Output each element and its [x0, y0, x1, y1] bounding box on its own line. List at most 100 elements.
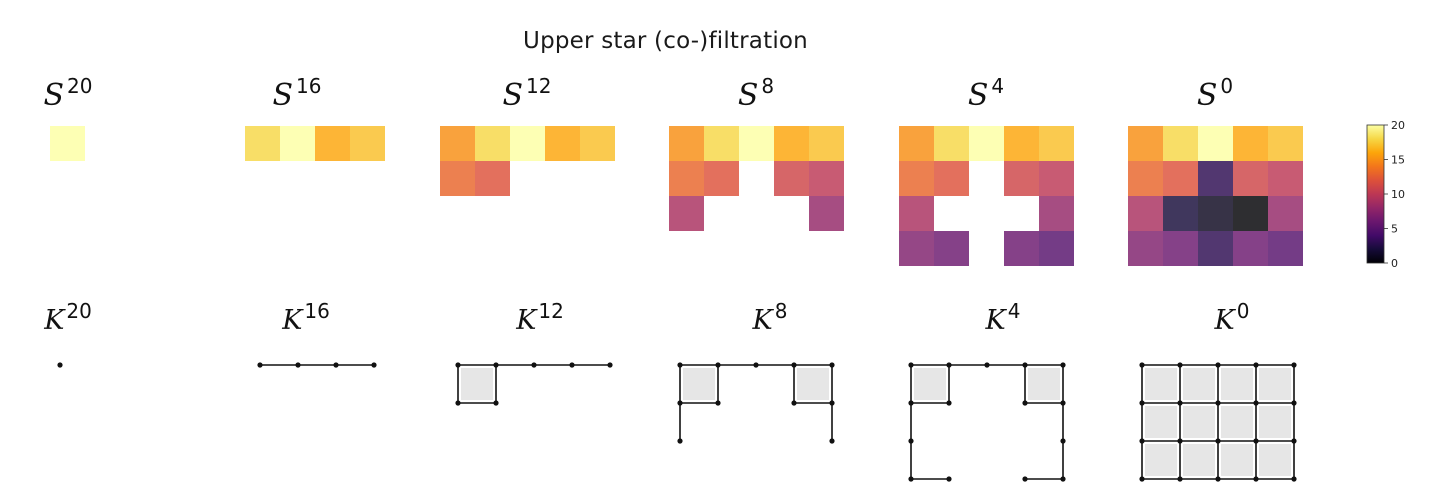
s-label-sup: 20 — [67, 74, 92, 98]
vertex — [493, 400, 499, 406]
heatmap-cell — [1233, 161, 1268, 196]
heatmap-cell — [1268, 196, 1303, 231]
vertex — [1022, 476, 1028, 482]
vertex — [607, 362, 613, 368]
heatmap-cell — [1198, 196, 1233, 231]
heatmap-cell — [1233, 126, 1268, 161]
complex-panel: K 12 — [455, 299, 613, 406]
square-cell — [683, 368, 715, 400]
vertex — [1022, 400, 1028, 406]
colorbar-tick-label: 5 — [1391, 223, 1398, 236]
heatmap-cell — [1128, 161, 1163, 196]
vertex — [1291, 362, 1297, 368]
heatmap-cell — [669, 126, 704, 161]
k-label: K 20 — [43, 299, 92, 336]
square-cell — [1221, 444, 1253, 476]
k-label-base: K — [515, 305, 538, 336]
vertex — [829, 438, 835, 444]
vertex — [1253, 476, 1259, 482]
heatmap-cell — [899, 231, 934, 266]
vertex — [295, 362, 301, 368]
vertex — [1177, 362, 1183, 368]
complex-panel: K 16 — [257, 299, 377, 368]
s-label-sup: 12 — [526, 74, 551, 98]
heatmap-cell — [1004, 231, 1039, 266]
heatmap-cell — [669, 161, 704, 196]
heatmap-cell — [809, 196, 844, 231]
vertex — [1215, 476, 1221, 482]
figure-title: Upper star (co-)filtration — [523, 28, 808, 54]
heatmap-cell — [545, 126, 580, 161]
heatmap-cell — [1233, 231, 1268, 266]
vertex — [791, 400, 797, 406]
heatmap-panel: S 16 — [245, 74, 385, 161]
heatmap-cell — [1163, 126, 1198, 161]
heatmap-cell — [1163, 196, 1198, 231]
heatmap-cell — [510, 126, 545, 161]
k-label-sup: 0 — [1237, 299, 1250, 323]
colorbar-tick-label: 20 — [1391, 119, 1405, 132]
k-label-base: K — [43, 305, 66, 336]
vertex — [908, 400, 914, 406]
heatmap-cell — [739, 126, 774, 161]
heatmap-panel: S 20 — [43, 74, 93, 161]
square-cell — [1145, 444, 1177, 476]
vertex — [1022, 362, 1028, 368]
heatmap-cell — [969, 126, 1004, 161]
vertex — [946, 400, 952, 406]
vertex — [677, 400, 683, 406]
vertex — [531, 362, 537, 368]
vertex — [1253, 438, 1259, 444]
square-cell — [1259, 444, 1291, 476]
vertex — [908, 362, 914, 368]
vertex — [1177, 400, 1183, 406]
heatmap-cell — [50, 126, 85, 161]
square-cell — [1028, 368, 1060, 400]
vertex — [1215, 438, 1221, 444]
colorbar: 0 5 10 15 20 — [1366, 119, 1405, 270]
vertex — [829, 400, 835, 406]
k-label: K 12 — [515, 299, 564, 336]
heatmap-cell — [440, 161, 475, 196]
s-label-sup: 16 — [296, 74, 321, 98]
vertex — [715, 400, 721, 406]
vertex — [715, 362, 721, 368]
heatmap-cell — [1128, 231, 1163, 266]
vertex — [1139, 438, 1145, 444]
k-label-base: K — [985, 305, 1008, 336]
k-label-base: K — [752, 305, 775, 336]
square-cell — [1221, 406, 1253, 438]
k-label-sup: 12 — [538, 299, 563, 323]
vertex — [1177, 438, 1183, 444]
k-label-base: K — [1214, 305, 1237, 336]
vertex — [569, 362, 575, 368]
k-label-sup: 4 — [1008, 299, 1021, 323]
heatmap-cell — [774, 126, 809, 161]
square-cell — [1145, 368, 1177, 400]
vertex — [1139, 476, 1145, 482]
vertex — [371, 362, 377, 368]
vertex — [57, 362, 63, 368]
vertex — [908, 476, 914, 482]
heatmap-cell — [245, 126, 280, 161]
heatmap-cell — [809, 126, 844, 161]
square-cell — [1221, 368, 1253, 400]
s-label-base: S — [738, 78, 759, 113]
square-cell — [1183, 368, 1215, 400]
heatmap-cell — [1268, 126, 1303, 161]
colorbar-tick-label: 10 — [1391, 188, 1405, 201]
vertex — [1060, 400, 1066, 406]
colorbar-gradient — [1366, 124, 1385, 264]
vertex — [908, 438, 914, 444]
s-label: S 12 — [502, 74, 551, 113]
heatmap-cell — [1039, 126, 1074, 161]
vertex — [1253, 362, 1259, 368]
s-label: S 16 — [272, 74, 321, 113]
heatmap-cell — [1128, 126, 1163, 161]
vertex — [1253, 400, 1259, 406]
